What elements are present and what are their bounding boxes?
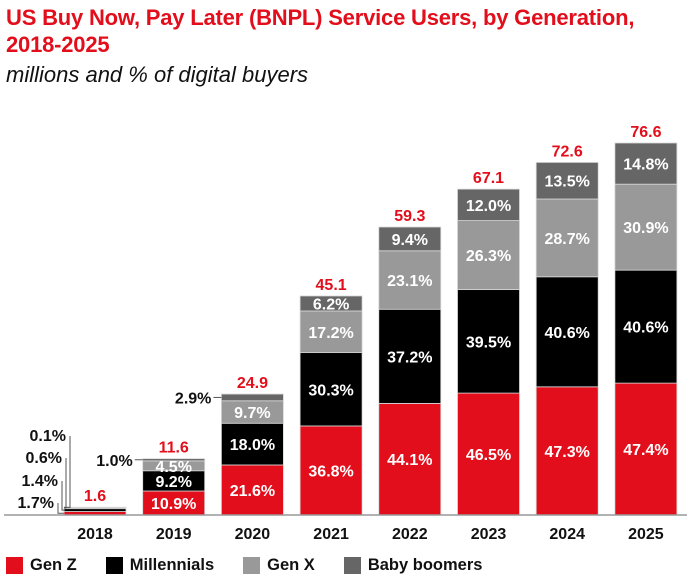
data-label: 18.0% xyxy=(230,437,275,454)
data-label: 2.9% xyxy=(175,390,211,407)
bar-segment xyxy=(299,352,363,427)
data-label: 26.3% xyxy=(466,248,511,265)
bar-segment xyxy=(378,308,442,404)
legend-label: Gen X xyxy=(267,556,315,574)
data-label: 1.7% xyxy=(18,495,54,512)
bar-segment xyxy=(378,226,442,252)
legend-swatch xyxy=(6,557,23,574)
bar-segment xyxy=(535,162,599,200)
legend-swatch xyxy=(243,557,261,574)
data-label: 6.2% xyxy=(313,296,349,313)
bar-segment xyxy=(63,508,127,512)
total-label: 72.6 xyxy=(552,143,583,160)
bar-segment xyxy=(457,188,520,221)
legend-swatch xyxy=(105,557,123,574)
data-label: 12.0% xyxy=(466,198,511,215)
total-label: 67.1 xyxy=(473,170,504,187)
legend-item: Millennials xyxy=(105,556,215,575)
legend-label: Gen Z xyxy=(30,556,77,574)
data-label: 40.6% xyxy=(545,325,590,342)
data-label: 14.8% xyxy=(623,157,668,174)
x-tick-label: 2022 xyxy=(392,526,428,543)
data-label: 0.1% xyxy=(30,428,66,445)
legend-label: Baby boomers xyxy=(367,556,483,574)
chart-title: US Buy Now, Pay Later (BNPL) Service Use… xyxy=(6,5,635,57)
bar-segment xyxy=(299,310,363,354)
data-label: 9.4% xyxy=(392,232,428,249)
bar-segment xyxy=(457,289,520,394)
x-tick-label: 2023 xyxy=(471,526,507,543)
chart-subtitle: millions and % of digital buyers xyxy=(6,62,309,87)
data-label: 23.1% xyxy=(387,273,432,290)
bar-segment xyxy=(220,464,284,516)
data-label: 21.6% xyxy=(230,483,275,500)
bar-segment xyxy=(614,142,678,185)
data-label: 36.8% xyxy=(308,463,353,480)
data-label: 44.1% xyxy=(387,452,432,469)
bar-segment xyxy=(378,402,442,516)
leader-line xyxy=(64,436,71,508)
bar-segment xyxy=(299,295,363,312)
data-label: 13.5% xyxy=(545,174,590,191)
bar-segment xyxy=(535,386,599,516)
data-label: 9.2% xyxy=(155,474,191,491)
data-label: 30.3% xyxy=(308,382,353,399)
bar-segment xyxy=(614,183,678,271)
legend-item: Gen X xyxy=(243,556,315,575)
total-label: 76.6 xyxy=(630,124,661,141)
leader-line xyxy=(57,503,64,514)
x-tick-label: 2019 xyxy=(156,526,192,543)
bar-segment xyxy=(378,250,442,310)
data-label: 47.3% xyxy=(545,444,590,461)
data-label: 37.2% xyxy=(387,349,432,366)
total-label: 11.6 xyxy=(159,440,189,457)
data-label: 46.5% xyxy=(466,447,511,464)
legend: Gen Z Millennials Gen X Baby boomers xyxy=(6,556,511,575)
total-label: 24.9 xyxy=(237,375,268,392)
bar-segment xyxy=(535,198,599,278)
legend-item: Gen Z xyxy=(6,556,77,575)
x-tick-label: 2018 xyxy=(77,526,113,543)
data-label: 47.4% xyxy=(623,442,668,459)
x-tick-label: 2024 xyxy=(549,526,585,543)
bar-segment xyxy=(220,422,284,466)
bar-segment xyxy=(614,269,678,384)
bar-segment xyxy=(614,382,678,516)
bar-segment xyxy=(535,276,599,388)
total-label: 1.6 xyxy=(84,488,106,505)
legend-swatch xyxy=(343,557,361,574)
data-label: 10.9% xyxy=(151,496,196,513)
leader-line xyxy=(61,481,64,511)
data-label: 0.6% xyxy=(26,450,62,467)
data-label: 40.6% xyxy=(623,320,668,337)
total-label: 45.1 xyxy=(316,277,347,294)
bar-segment xyxy=(299,425,363,516)
x-tick-label: 2020 xyxy=(235,526,271,543)
data-label: 30.9% xyxy=(623,220,668,237)
data-label: 1.0% xyxy=(96,453,132,470)
bar-segment xyxy=(220,393,284,402)
x-tick-label: 2021 xyxy=(313,526,349,543)
legend-label: Millennials xyxy=(129,556,215,574)
data-label: 1.4% xyxy=(22,473,58,490)
total-label: 59.3 xyxy=(394,208,425,225)
leader-line xyxy=(64,458,67,509)
legend-item: Baby boomers xyxy=(343,556,483,575)
data-label: 4.5% xyxy=(155,459,191,476)
data-label: 9.7% xyxy=(234,405,270,422)
data-label: 28.7% xyxy=(545,231,590,248)
data-label: 17.2% xyxy=(308,325,353,342)
bar-segment xyxy=(457,220,520,290)
x-tick-label: 2025 xyxy=(628,526,664,543)
data-label: 39.5% xyxy=(466,334,511,351)
